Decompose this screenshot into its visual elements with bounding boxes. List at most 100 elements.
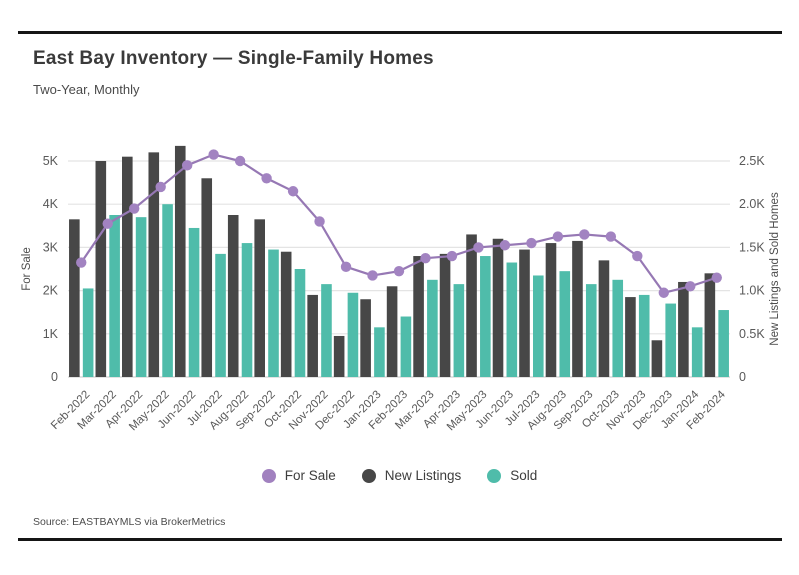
bar-sold	[612, 279, 624, 377]
bar-new-listings	[148, 152, 160, 377]
right-axis-tick: 0	[739, 370, 746, 384]
bar-new-listings	[69, 219, 80, 377]
for-sale-point	[129, 203, 140, 214]
bar-sold	[559, 271, 571, 377]
bar-sold	[718, 310, 729, 377]
chart-legend: For Sale New Listings Sold	[0, 468, 799, 483]
for-sale-point	[605, 231, 617, 242]
bar-new-listings	[254, 219, 265, 377]
for-sale-point	[261, 173, 272, 184]
for-sale-point	[367, 270, 378, 281]
for-sale-point	[632, 250, 643, 262]
left-axis-tick: 0	[51, 370, 58, 384]
legend-label: For Sale	[284, 468, 336, 483]
right-axis-title: New Listings and Sold Homes	[769, 192, 781, 346]
inventory-chart: 0 0 1K 0.5K 2K 1.0K 3K 1.5K 4K 2.0K 5K 2.5K For Sale…	[0, 115, 799, 465]
bar-new-listings	[492, 238, 504, 377]
bar-new-listings	[307, 294, 318, 377]
bar-sold	[109, 215, 120, 377]
right-axis-tick: 1.0K	[739, 284, 765, 298]
bar-new-listings	[466, 234, 477, 377]
bar-sold	[294, 269, 306, 377]
bar-new-listings	[360, 299, 371, 377]
bar-new-listings	[625, 297, 636, 377]
right-axis-tick: 0.5K	[739, 327, 765, 341]
bar-sold	[691, 327, 703, 377]
bar-new-listings	[227, 215, 239, 377]
bar-sold	[453, 284, 465, 377]
for-sale-point	[658, 287, 669, 298]
bar-new-listings	[439, 253, 451, 377]
legend-label: Sold	[510, 468, 538, 483]
for-sale-line	[76, 149, 722, 298]
for-sale-point	[446, 250, 458, 262]
bar-new-listings	[545, 243, 557, 377]
left-axis-tick: 3K	[43, 240, 59, 254]
bar-new-listings	[704, 273, 716, 377]
for-sale-point	[76, 257, 87, 268]
for-sale-point	[499, 240, 511, 251]
chart-subtitle: Two-Year, Monthly	[33, 82, 140, 97]
bar-sold	[374, 327, 385, 377]
legend-item-new-listings: New Listings	[361, 468, 462, 483]
bar-new-listings	[174, 145, 186, 377]
chart-canvas: 0 0 1K 0.5K 2K 1.0K 3K 1.5K 4K 2.0K 5K 2.5K For Sale…	[21, 145, 781, 433]
bar-sold	[480, 256, 491, 377]
bar-new-listings	[678, 281, 689, 377]
bar-sold	[427, 279, 438, 377]
bar-sold	[400, 316, 412, 377]
bar-new-listings	[651, 340, 663, 377]
bar-new-listings	[519, 249, 530, 377]
bar-sold	[135, 217, 147, 377]
for-sale-point	[473, 242, 484, 253]
bar-sold	[347, 292, 359, 377]
for-sale-point	[340, 261, 352, 273]
for-sale-point	[287, 186, 299, 197]
legend-swatch-icon	[487, 468, 502, 483]
legend-item-for-sale: For Sale	[261, 468, 336, 483]
for-sale-point	[181, 160, 193, 171]
bar-sold	[162, 204, 173, 377]
for-sale-point	[711, 272, 722, 283]
bar-new-listings	[386, 286, 398, 377]
new-listings-bars	[69, 145, 716, 377]
bar-sold	[533, 275, 544, 377]
bar-sold	[506, 262, 518, 377]
bar-new-listings	[572, 240, 583, 377]
for-sale-point	[393, 265, 405, 277]
top-rule	[18, 31, 782, 34]
bar-sold	[215, 253, 226, 377]
legend-swatch-icon	[261, 468, 276, 483]
right-axis-tick: 1.5K	[739, 240, 765, 254]
sold-bars	[82, 204, 729, 377]
bar-sold	[585, 284, 597, 377]
bar-sold	[188, 227, 200, 377]
left-axis-tick: 1K	[43, 327, 59, 341]
for-sale-point	[314, 216, 325, 227]
for-sale-point	[420, 253, 431, 264]
for-sale-point	[526, 237, 537, 249]
for-sale-point	[208, 149, 219, 160]
x-axis-labels: Feb-2022Mar-2022Apr-2022May-2022Jun-2022…	[49, 388, 728, 433]
gridlines: 0 0 1K 0.5K 2K 1.0K 3K 1.5K 4K 2.0K 5K 2.5K	[43, 154, 766, 384]
for-sale-point	[155, 181, 166, 193]
right-axis-tick: 2.0K	[739, 197, 765, 211]
bar-sold	[268, 249, 279, 377]
bar-sold	[321, 284, 332, 377]
chart-title: East Bay Inventory — Single-Family Homes	[33, 48, 434, 69]
legend-swatch-icon	[361, 468, 376, 483]
for-sale-point	[234, 155, 246, 167]
left-axis-tick: 4K	[43, 197, 59, 211]
left-axis-title: For Sale	[21, 247, 33, 290]
left-axis-tick: 5K	[43, 154, 59, 168]
legend-label: New Listings	[384, 468, 462, 483]
bar-sold	[241, 243, 253, 377]
source-note: Source: EASTBAYMLS via BrokerMetrics	[33, 516, 226, 528]
bar-sold	[665, 303, 676, 377]
bar-new-listings	[201, 178, 213, 377]
legend-item-sold: Sold	[487, 468, 537, 483]
bar-new-listings	[333, 335, 345, 377]
for-sale-point	[552, 231, 564, 242]
bar-sold	[82, 288, 94, 377]
